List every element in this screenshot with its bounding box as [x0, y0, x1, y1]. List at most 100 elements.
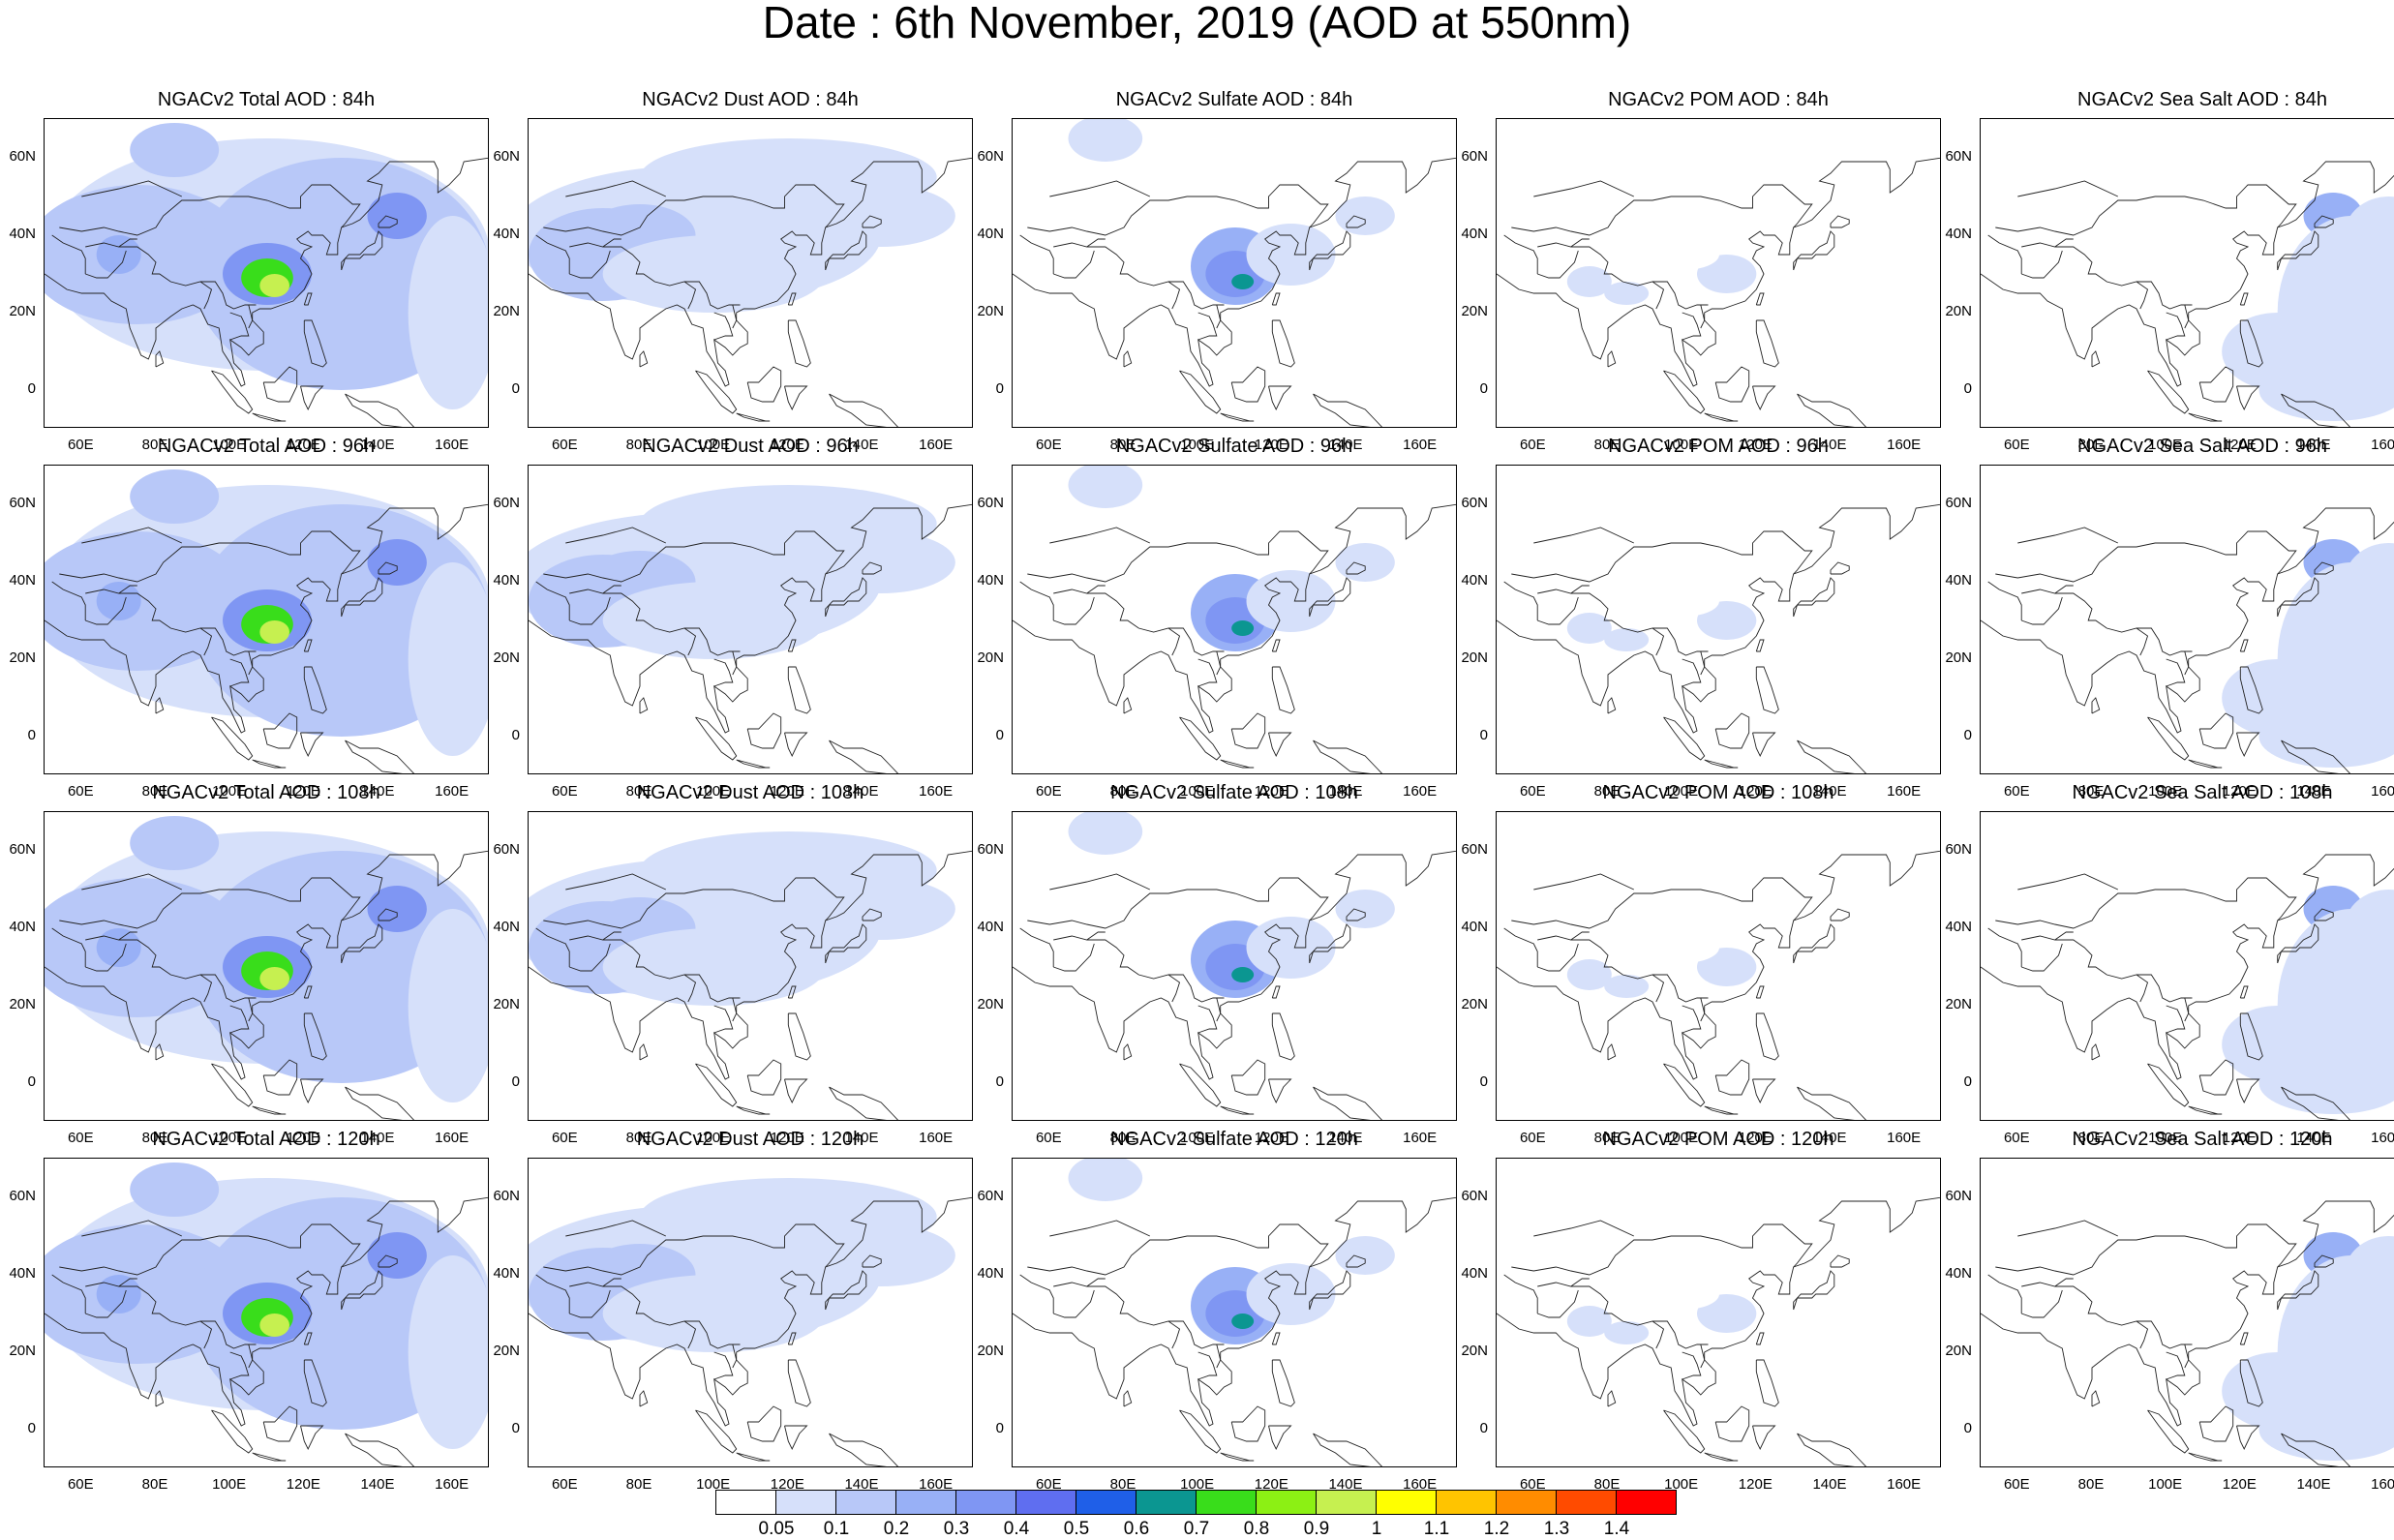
coastline	[1571, 932, 1590, 940]
aod-blob	[259, 274, 289, 297]
coastline	[1217, 651, 1221, 675]
coastline	[2055, 1279, 2074, 1286]
coastline	[1087, 586, 1106, 593]
lat-tick-label: 60N	[969, 495, 1004, 511]
coastline	[785, 386, 807, 409]
coastline	[1511, 878, 1812, 928]
aod-field	[1497, 466, 1941, 774]
lat-tick-label: 40N	[969, 226, 1004, 242]
coastline	[1664, 1410, 1705, 1453]
coastline	[1794, 231, 1834, 270]
lat-tick-label: 0	[969, 380, 1004, 397]
coastline	[346, 1434, 416, 1467]
coastline	[1231, 1060, 1265, 1095]
lat-tick-label: 60N	[1, 148, 36, 165]
lat-tick-label: 20N	[1937, 303, 1972, 319]
aod-blob	[807, 531, 955, 593]
lat-tick-label: 60N	[485, 841, 520, 858]
coastline	[2167, 1006, 2185, 1033]
coastline	[1533, 181, 1634, 196]
map-area	[1496, 465, 1941, 774]
aod-field	[1981, 812, 2394, 1121]
aod-blob	[97, 235, 141, 274]
coastline	[1087, 1279, 1106, 1286]
coastline	[788, 1013, 810, 1060]
aod-blob	[368, 886, 427, 932]
lat-tick-label: 60N	[1453, 495, 1488, 511]
map-area	[1496, 118, 1941, 428]
coastline	[1701, 651, 1705, 675]
coastline	[1272, 1360, 1294, 1406]
coastline	[1217, 998, 1221, 1021]
coastline	[747, 1060, 781, 1095]
map-area	[44, 465, 489, 774]
coastline	[1682, 313, 1701, 340]
colorbar-swatch	[1015, 1490, 1076, 1515]
lat-tick-label: 20N	[485, 996, 520, 1012]
coastline	[1198, 1352, 1217, 1379]
coastline	[737, 413, 771, 421]
colorbar-swatch	[895, 1490, 956, 1515]
coastline	[253, 413, 287, 421]
lat-tick-label: 60N	[969, 841, 1004, 858]
lat-tick-label: 40N	[1453, 572, 1488, 589]
coastline	[1272, 640, 1280, 651]
panel-title: NGACv2 Sulfate AOD : 120h	[1012, 1129, 1457, 1151]
colorbar	[716, 1490, 1677, 1515]
colorbar-swatch	[715, 1490, 776, 1515]
coastline	[2189, 1106, 2223, 1114]
coastline	[301, 1426, 323, 1449]
coastline	[1798, 740, 1868, 774]
colorbar-swatch	[1496, 1490, 1557, 1515]
lat-tick-label: 0	[1937, 727, 1972, 743]
lat-tick-label: 20N	[969, 1343, 1004, 1359]
coastline	[1180, 371, 1221, 413]
coastline	[2240, 293, 2248, 305]
coastline	[1608, 698, 1616, 713]
coastline	[2185, 1344, 2189, 1368]
aod-blob	[1645, 586, 1719, 617]
coastline	[1794, 578, 1834, 617]
coastline	[788, 667, 810, 713]
coastline	[1652, 975, 1664, 1002]
coastline	[1753, 386, 1775, 409]
coastline	[1682, 1352, 1701, 1379]
coastline	[2199, 713, 2233, 748]
coastline	[1511, 185, 1812, 235]
coastline	[1217, 305, 1221, 328]
coastline	[2185, 651, 2189, 675]
coastline	[1753, 1079, 1775, 1102]
lon-tick-label: 160E	[428, 1476, 476, 1493]
coastline	[785, 1426, 807, 1449]
coastline	[1198, 659, 1217, 686]
coastline	[788, 1360, 810, 1406]
panel-title: NGACv2 POM AOD : 108h	[1496, 782, 1941, 804]
coastline	[1753, 733, 1775, 756]
panel-title: NGACv2 Sea Salt AOD : 96h	[1980, 436, 2394, 458]
coastline	[1221, 1453, 1255, 1461]
aod-field	[1981, 1159, 2394, 1467]
coastline	[747, 367, 781, 402]
coastline	[1571, 239, 1590, 247]
map-area	[528, 1158, 973, 1467]
coastline	[2240, 640, 2248, 651]
coastline	[1705, 413, 1739, 421]
coastline	[1753, 1426, 1775, 1449]
coastline	[2185, 998, 2189, 1021]
coastline	[1995, 878, 2296, 928]
coastline	[1168, 975, 1180, 1002]
lat-tick-label: 20N	[969, 996, 1004, 1012]
coastline	[1217, 1344, 1221, 1368]
lat-tick-label: 20N	[1, 996, 36, 1012]
coastline	[1221, 760, 1255, 768]
coastline	[253, 1453, 287, 1461]
lat-tick-label: 60N	[1453, 1188, 1488, 1204]
panel-title: NGACv2 Dust AOD : 96h	[528, 436, 973, 458]
coastline	[2185, 305, 2189, 328]
coastline	[2055, 932, 2074, 940]
lat-tick-label: 40N	[1937, 919, 1972, 935]
figure-title: Date : 6th November, 2019 (AOD at 550nm)	[0, 0, 2394, 48]
